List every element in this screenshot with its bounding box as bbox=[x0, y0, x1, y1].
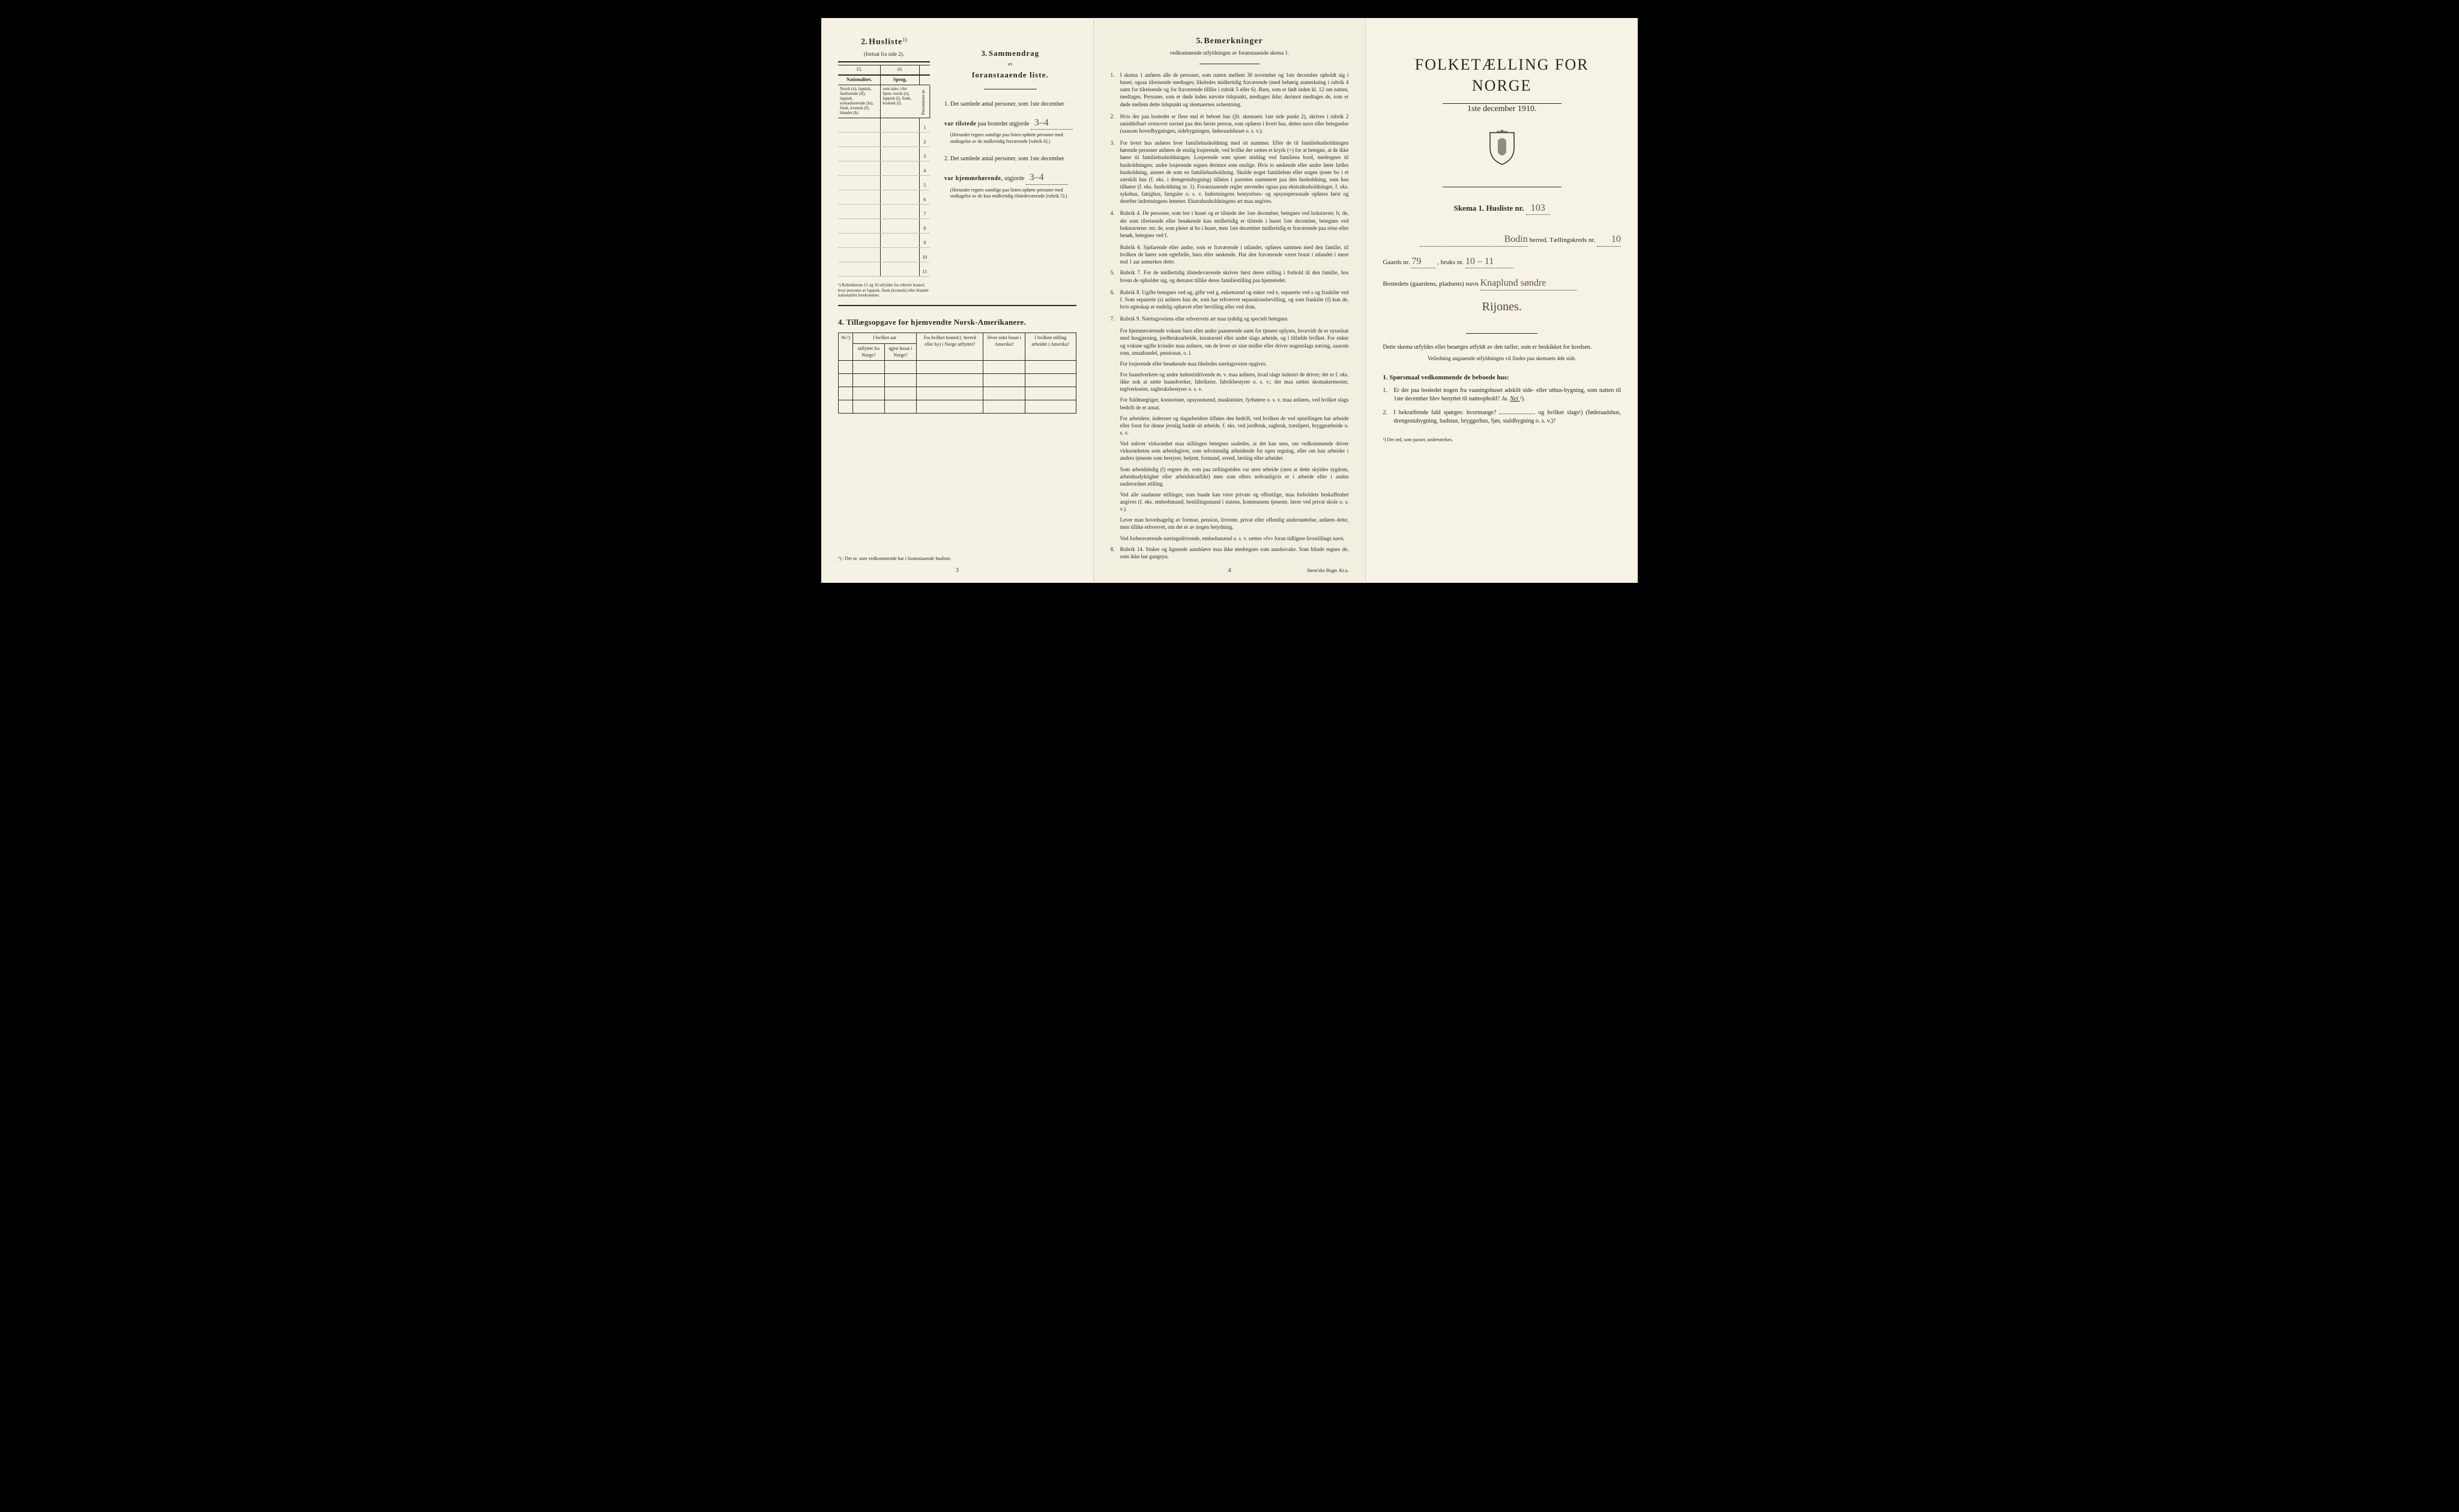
remark-7-sub-5: For arbeidere, inderster og dagarbeidere… bbox=[1120, 415, 1349, 436]
col-16-head: Sprog, bbox=[880, 75, 919, 85]
value-tilstede: 3–4 bbox=[1031, 118, 1052, 128]
remark-8: Rubrik 14. Sinker og lignende aandsløve … bbox=[1120, 546, 1349, 560]
section-3-number: 3. bbox=[981, 49, 987, 58]
bruks-nr: 10 – 11 bbox=[1465, 255, 1513, 269]
footnote-15-16: ¹) Rubrikkerne 15 og 16 utfyldes for eth… bbox=[838, 283, 930, 298]
section-2-number: 2. bbox=[861, 37, 867, 46]
table-row bbox=[839, 374, 1076, 387]
th-aar: I hvilket aar bbox=[853, 333, 917, 343]
bosted-navn: Knaplund søndre bbox=[1480, 277, 1576, 291]
th-utflyttet: utflyttet fra Norge? bbox=[853, 343, 885, 361]
th-igjen: igjen bosat i Norge? bbox=[884, 343, 916, 361]
printer-mark: Steen'ske Bogtr. Kr.a. bbox=[1307, 568, 1348, 574]
summary-2-note: (Herunder regnes samtlige paa listen opf… bbox=[944, 187, 1076, 200]
page-1-front: FOLKETÆLLING FOR NORGE 1ste december 191… bbox=[1366, 18, 1638, 583]
remark-7-sub-1: For hjemmeværende voksne barn eller andr… bbox=[1120, 327, 1349, 357]
section-5-title: Bemerkninger bbox=[1204, 37, 1263, 46]
col-persnr: Personernes nr. bbox=[919, 85, 930, 118]
remarks-list: 1.I skema 1 anføres alle de personer, so… bbox=[1111, 71, 1349, 560]
remark-7-sub-9: Lever man hovedsagelig av formue, pensio… bbox=[1120, 516, 1349, 531]
section-2-subtitle: (fortsat fra side 2). bbox=[838, 50, 930, 58]
table-row bbox=[839, 361, 1076, 374]
col-16-text: som tales i det hjem: norsk (n), lappisk… bbox=[880, 85, 919, 118]
main-subtitle: 1ste december 1910. bbox=[1383, 104, 1621, 115]
section-3: 3. Sammendrag av foranstaaende liste. 1.… bbox=[938, 36, 1076, 298]
page-3: 2. Husliste1) (fortsat fra side 2). 15. … bbox=[821, 18, 1094, 583]
answer-ja: Ja. bbox=[1501, 396, 1510, 402]
table-row bbox=[839, 387, 1076, 400]
section-5-subtitle: vedkommende utfyldningen av foranstaaend… bbox=[1111, 49, 1349, 56]
remark-7-sub-2: For losjerende eller besøkende maa likel… bbox=[1120, 360, 1349, 367]
summary-item-2: 2. Det samlede antal personer, som 1ste … bbox=[944, 155, 1076, 200]
amerikanere-table: Nr.²) I hvilket aar Fra hvilket bosted (… bbox=[838, 333, 1076, 414]
section-4-heading: 4. Tillægsopgave for hjemvendte Norsk-Am… bbox=[838, 317, 1076, 328]
col-15-num: 15. bbox=[838, 65, 880, 75]
answer-nei: Nei bbox=[1510, 396, 1519, 402]
main-title: FOLKETÆLLING FOR NORGE bbox=[1383, 54, 1621, 96]
remark-6: Rubrik 8. Ugifte betegnes ved ug, gifte … bbox=[1120, 289, 1349, 310]
herred-line: Bodin herred. Tællingskreds nr. 10 bbox=[1383, 233, 1621, 247]
section-2-columns: 2. Husliste1) (fortsat fra side 2). 15. … bbox=[838, 36, 930, 298]
remark-7-sub-6: Ved enhver virksomhet maa stillingen bet… bbox=[1120, 440, 1349, 462]
kreds-nr: 10 bbox=[1597, 233, 1621, 247]
th-sidst: Hvor sidst bosat i Amerika? bbox=[983, 333, 1025, 360]
remark-2: Hvis der paa bostedet er flere end ét be… bbox=[1120, 113, 1349, 134]
footnote-right: ²) Det ord, som passer, understrekes. bbox=[1383, 437, 1621, 444]
question-heading: 1. Spørsmaal vedkommende de beboede hus: bbox=[1383, 373, 1621, 382]
instruction-main: Dette skema utfyldes eller besørges utfy… bbox=[1383, 343, 1621, 352]
remark-7-sub-10: Ved forhenværende næringsdrivende, embed… bbox=[1120, 535, 1349, 542]
th-fra: Fra hvilket bosted (: herred eller by) i… bbox=[917, 333, 983, 360]
section-2-sup: 1) bbox=[902, 37, 907, 43]
remark-5: Rubrik 7. For de midlertidig tilstedevær… bbox=[1120, 269, 1349, 283]
page-4: 5. Bemerkninger vedkommende utfyldningen… bbox=[1094, 18, 1366, 583]
value-hjemme: 3–4 bbox=[1026, 172, 1048, 182]
section-3-title: Sammendrag bbox=[989, 49, 1039, 58]
th-nr: Nr.²) bbox=[839, 333, 853, 360]
remark-4: Rubrik 4. De personer, som bor i huset o… bbox=[1120, 209, 1349, 239]
summary-1-note: (Herunder regnes samtlige paa listen opf… bbox=[944, 132, 1076, 145]
remark-7-sub-3: For haandverkere og andre industridriven… bbox=[1120, 371, 1349, 393]
bosted-line: Bostedets (gaardens, pladsens) navn Knap… bbox=[1383, 277, 1621, 291]
col-15-text: Norsk (n), lappisk, fastboende (lf), lap… bbox=[838, 85, 880, 118]
section-3-main: foranstaaende liste. bbox=[944, 70, 1076, 80]
col-15-head: Nationalitet. bbox=[838, 75, 880, 85]
col-16-num: 16. bbox=[880, 65, 919, 75]
remark-7: Rubrik 9. Næringsveiens eller erhvervets… bbox=[1120, 315, 1349, 322]
footnote-2: ²) : Det nr. som vedkommende har i foran… bbox=[838, 556, 952, 562]
skema-line: Skema 1. Husliste nr. 103 bbox=[1383, 202, 1621, 215]
question-2: 2. I bekræftende fald spørges: hvormange… bbox=[1383, 409, 1621, 425]
section-2-title: Husliste bbox=[869, 37, 902, 46]
remark-7-sub-4: For fuldmægtiger, kontorister, opsynsmæn… bbox=[1120, 396, 1349, 411]
section-3-sub: av bbox=[944, 61, 1076, 68]
husliste-nr: 103 bbox=[1526, 202, 1550, 215]
instruction-sub: Veiledning angaaende utfyldningen vil fi… bbox=[1383, 355, 1621, 362]
remark-7-sub-7: Som arbeidsledig (l) regnes de, som paa … bbox=[1120, 466, 1349, 487]
coat-of-arms-icon bbox=[1383, 130, 1621, 169]
bosted-navn-2: Rijones. bbox=[1383, 299, 1621, 315]
question-1: 1. Er der paa bostedet nogen fra vaaning… bbox=[1383, 387, 1621, 403]
gaard-line: Gaards nr. 79 , bruks nr. 10 – 11 bbox=[1383, 255, 1621, 269]
page-number-3: 3 bbox=[821, 567, 1093, 575]
section-5-number: 5. bbox=[1196, 37, 1202, 46]
remark-1: I skema 1 anføres alle de personer, som … bbox=[1120, 71, 1349, 108]
table-row bbox=[839, 400, 1076, 414]
herred-value: Bodin bbox=[1504, 234, 1528, 244]
remark-4-sub: Rubrik 6. Sjøfarende eller andre, som er… bbox=[1120, 244, 1349, 265]
gaard-nr: 79 bbox=[1411, 255, 1435, 269]
remark-7-sub-8: Ved alle saadanne stillinger, som baade … bbox=[1120, 491, 1349, 513]
th-stilling: I hvilken stilling arbeidet i Amerika? bbox=[1025, 333, 1076, 360]
remark-3: For hvert hus anføres hver familiehushol… bbox=[1120, 139, 1349, 205]
summary-item-1: 1. Det samlede antal personer, som 1ste … bbox=[944, 100, 1076, 145]
person-rows: 1 2 3 4 5 6 7 8 9 10 11 bbox=[838, 118, 930, 277]
